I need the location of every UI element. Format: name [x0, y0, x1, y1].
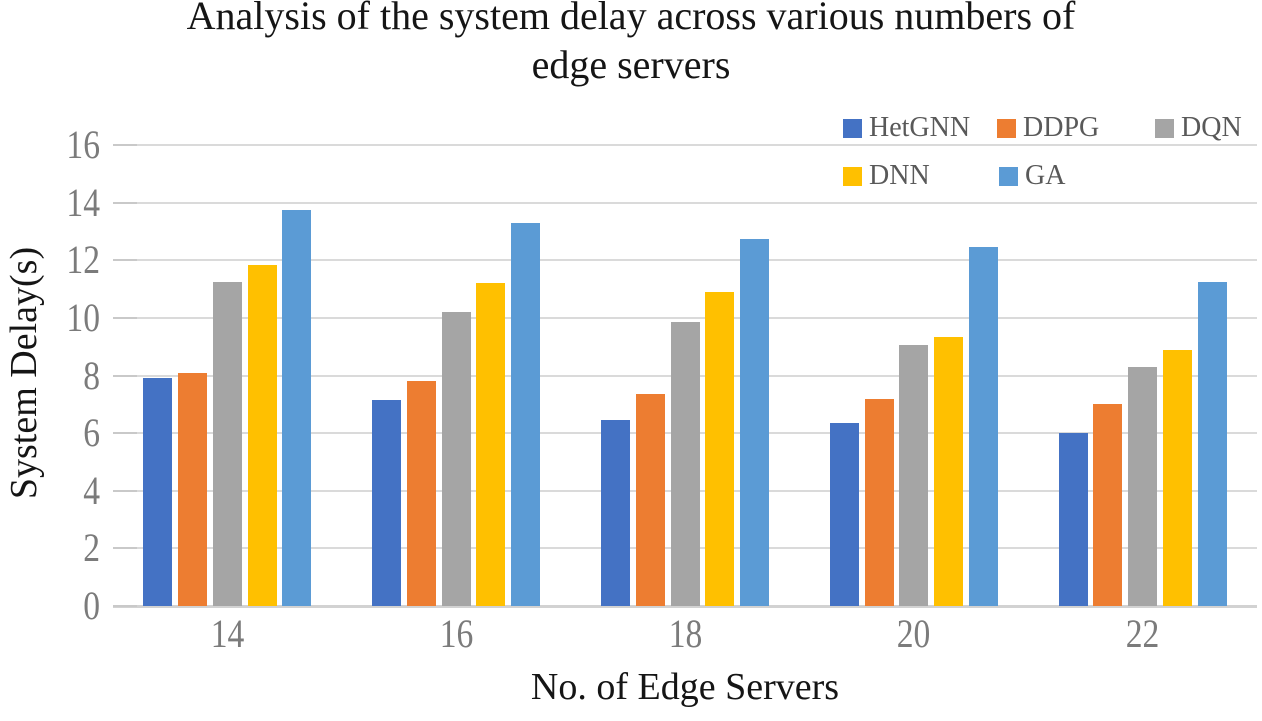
bar-ga-14: [282, 209, 312, 606]
x-tick-label-16: 16: [439, 611, 474, 656]
x-axis-title: No. of Edge Servers: [530, 666, 840, 708]
x-tick-label-22: 22: [1125, 611, 1160, 656]
y-tick-label-16: 16: [66, 122, 100, 167]
legend-item-hetgnn: HetGNN: [843, 112, 970, 143]
bar-dqn-14: [212, 281, 242, 606]
legend-label-dqn: DQN: [1181, 112, 1242, 143]
x-tick-label-14: 14: [210, 611, 245, 656]
y-tick-mark-14: [113, 201, 137, 204]
y-tick-label-8: 8: [83, 352, 100, 398]
y-tick-mark-4: [113, 489, 137, 492]
bar-dqn-22: [1128, 366, 1158, 606]
x-tick-label-18: 18: [668, 611, 702, 656]
bar-ga-20: [968, 247, 998, 606]
bar-ga-18: [740, 238, 769, 606]
y-tick-label-14: 14: [66, 179, 100, 225]
bar-ddpg-22: [1093, 404, 1123, 606]
y-tick-label-0: 0: [83, 583, 100, 628]
y-tick-mark-6: [113, 432, 137, 435]
gridline-y14: [113, 201, 1257, 204]
legend-item-dqn: DQN: [1155, 112, 1242, 143]
bar-ddpg-20: [864, 398, 894, 606]
bar-dqn-18: [670, 322, 700, 606]
y-tick-label-4: 4: [83, 467, 100, 513]
bar-ddpg-18: [635, 394, 665, 606]
y-tick-mark-8: [113, 374, 137, 377]
bar-ddpg-14: [178, 372, 208, 606]
bar-hetgnn-20: [829, 423, 859, 606]
bar-hetgnn-18: [601, 420, 630, 606]
bar-dnn-22: [1162, 349, 1192, 606]
y-tick-label-2: 2: [83, 525, 100, 571]
y-tick-label-6: 6: [83, 410, 100, 456]
legend-swatch-ddpg: [997, 118, 1016, 138]
y-tick-mark-16: [113, 144, 137, 146]
y-tick-mark-12: [113, 259, 137, 262]
plot-area: [113, 144, 1257, 608]
bar-dnn-14: [247, 264, 277, 606]
legend-swatch-hetgnn: [843, 118, 862, 138]
bar-dnn-18: [705, 291, 735, 606]
bar-ga-22: [1197, 281, 1227, 606]
bar-hetgnn-16: [372, 400, 402, 606]
gridline-y16: [113, 144, 1257, 146]
chart-title-line1: Analysis of the system delay across vari…: [186, 0, 1076, 38]
bar-dqn-20: [899, 345, 929, 606]
x-axis-line: [113, 605, 1257, 608]
chart-title: Analysis of the system delay across vari…: [0, 0, 1262, 89]
legend-swatch-dqn: [1155, 118, 1174, 138]
y-tick-mark-2: [113, 547, 137, 550]
gridline-y12: [113, 259, 1257, 262]
y-tick-label-10: 10: [66, 294, 100, 340]
legend-label-hetgnn: HetGNN: [869, 112, 971, 143]
bar-dnn-16: [476, 283, 506, 606]
bar-dnn-20: [934, 336, 964, 606]
bar-ddpg-16: [406, 381, 436, 606]
y-tick-mark-10: [113, 316, 137, 319]
bar-hetgnn-14: [143, 378, 173, 606]
x-tick-label-20: 20: [897, 611, 931, 656]
bar-ga-16: [511, 222, 541, 606]
chart-title-line2: edge servers: [531, 42, 731, 87]
bar-hetgnn-22: [1058, 433, 1088, 606]
legend-item-ddpg: DDPG: [997, 112, 1099, 143]
gridline-y10: [113, 316, 1257, 319]
y-tick-mark-0: [113, 605, 137, 607]
legend-label-ddpg: DDPG: [1023, 112, 1100, 143]
y-tick-label-12: 12: [66, 237, 100, 283]
bar-dqn-16: [441, 312, 471, 606]
